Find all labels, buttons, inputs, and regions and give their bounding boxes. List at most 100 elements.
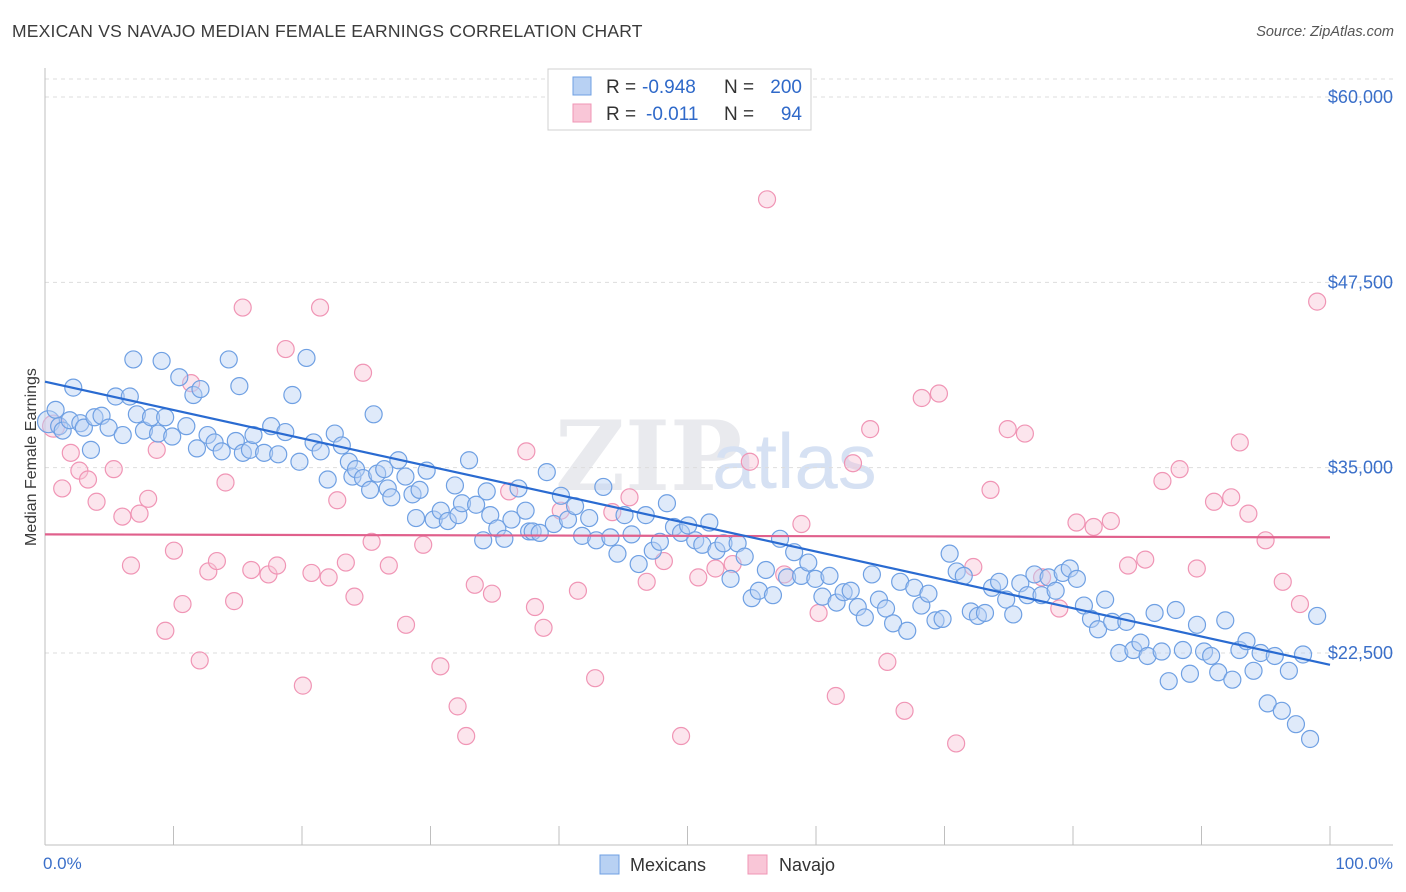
mexicans-point: [187, 439, 207, 458]
legend-r-value-mexicans: -0.948: [642, 77, 696, 98]
mexicans-point: [1159, 672, 1178, 691]
mexicans-point: [290, 452, 309, 471]
mexicans-point: [841, 581, 860, 600]
watermark-atlas: atlas: [712, 417, 877, 505]
navajo-point: [1290, 594, 1310, 614]
navajo-point: [1204, 492, 1224, 511]
mexicans-point: [53, 421, 72, 440]
mexicans-point: [502, 510, 521, 529]
navajo-point: [792, 514, 811, 534]
source-credit: Source: ZipAtlas.com: [1256, 24, 1394, 40]
navajo-point: [336, 553, 355, 572]
mexicans-point: [714, 534, 733, 553]
navajo-point: [182, 374, 201, 393]
mexicans-point: [1110, 643, 1129, 663]
mexicans-point: [622, 525, 641, 544]
navajo-point: [276, 339, 295, 359]
mexicans-point: [318, 470, 337, 489]
navajo-point: [1050, 599, 1069, 618]
mexicans-point: [276, 422, 295, 442]
y-tick-labels: $22,500 $35,000 $47,500 $60,000: [1328, 87, 1393, 663]
navajo-point: [414, 535, 433, 554]
watermark-zip: ZIP: [555, 400, 742, 513]
navajo-point: [895, 701, 914, 720]
mexicans-point: [1244, 661, 1263, 680]
mexicans-point: [452, 494, 472, 513]
navajo-point: [1256, 531, 1275, 550]
navajo-point: [1084, 517, 1103, 537]
mexicans-point: [1152, 642, 1171, 661]
mexicans-point: [184, 385, 203, 405]
navajo-point: [448, 697, 467, 716]
navajo-point: [78, 470, 98, 489]
mexicans-point: [848, 597, 867, 617]
navajo-point: [130, 504, 149, 523]
mexicans-point: [827, 593, 846, 612]
mexicans-point: [919, 584, 938, 603]
mexicans-point: [756, 560, 775, 580]
navajo-point: [156, 621, 175, 640]
mexicans-point: [1202, 646, 1221, 666]
mexicans-point: [46, 400, 65, 419]
mexicans-point: [449, 506, 468, 525]
mexicans-point: [148, 424, 168, 443]
legend: R = -0.948 N = 200 R = -0.011 N = 94: [547, 68, 812, 131]
mexicans-point: [990, 572, 1009, 591]
mexicans-point: [1060, 559, 1079, 578]
navajo-point: [53, 479, 72, 498]
navajo-point: [465, 575, 484, 594]
mexicans-point: [1067, 569, 1086, 588]
mexicans-point: [1272, 701, 1291, 720]
mexicans-point: [537, 463, 556, 482]
navajo-point: [293, 676, 312, 695]
mexicans-point: [113, 425, 132, 445]
mexicans-point: [834, 583, 853, 602]
navajo-point: [1153, 471, 1172, 491]
navajo-point: [912, 388, 931, 408]
mexicans-point: [608, 544, 627, 563]
mexicans-point: [1223, 670, 1242, 689]
mexicans-point: [742, 589, 761, 608]
mexicans-point: [721, 569, 740, 588]
navajo-point: [1136, 550, 1155, 569]
mexicans-point: [361, 480, 380, 500]
bottom-legend-swatch-navajo: [747, 854, 768, 875]
mexicans-point: [749, 581, 768, 600]
navajo-point: [740, 452, 759, 471]
mexicans-point: [1081, 609, 1101, 628]
legend-r-value-navajo: -0.011: [646, 104, 698, 125]
navajo-point: [302, 563, 321, 583]
mexicans-point: [707, 541, 726, 560]
navajo-point: [689, 568, 708, 587]
mexicans-point: [1265, 646, 1284, 666]
mexicans-point: [36, 410, 61, 434]
mexicans-point: [657, 494, 677, 513]
y-tick-label-3: $60,000: [1328, 87, 1393, 107]
mexicans-point: [1279, 661, 1298, 680]
mexicans-point: [940, 544, 959, 563]
navajo-point: [826, 686, 845, 706]
navajo-point: [998, 420, 1017, 439]
navajo-point: [87, 492, 106, 511]
y-tick-label-0: $22,500: [1328, 643, 1393, 663]
mexicans-point: [431, 501, 450, 520]
mexicans-point: [544, 514, 563, 534]
mexicans-point: [339, 452, 359, 471]
mexicans-point: [99, 418, 118, 437]
navajo-point: [242, 560, 261, 580]
mexicans-point: [477, 482, 496, 501]
chart-title: MEXICAN VS NAVAJO MEDIAN FEMALE EARNINGS…: [12, 21, 643, 41]
navajo-point: [620, 488, 639, 507]
navajo-point: [654, 551, 673, 571]
mexicans-point: [883, 614, 903, 633]
navajo-point: [328, 491, 347, 510]
mexicans-point: [191, 379, 210, 399]
mexicans-point: [488, 519, 507, 538]
navajo-point: [216, 473, 235, 492]
mexicans-point: [212, 442, 231, 461]
mexicans-point: [1180, 664, 1200, 683]
mexicans-point: [601, 528, 620, 547]
x-axis-ticks: [44, 826, 1331, 845]
bottom-legend-label-navajo: Navajo: [779, 855, 835, 875]
navajo-point: [310, 298, 330, 317]
